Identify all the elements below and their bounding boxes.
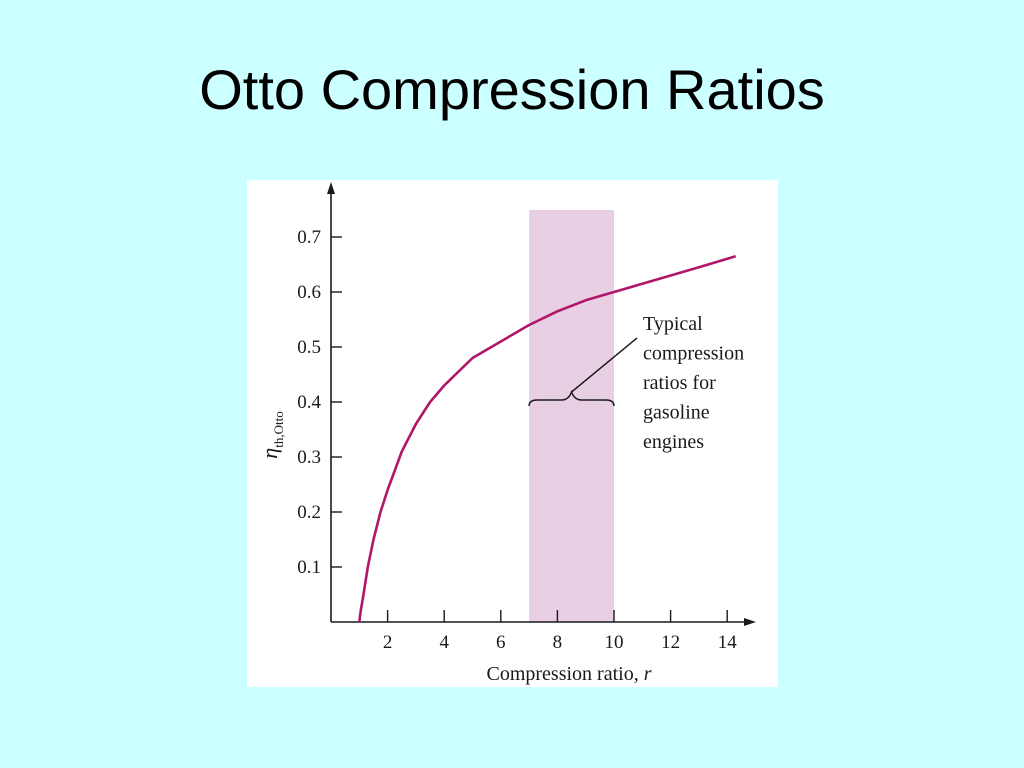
- y-axis-arrow: [327, 182, 335, 194]
- annotation-layer: Typical compression ratios for gasoline engi…: [528, 313, 744, 453]
- x-axis-arrow: [744, 618, 756, 626]
- annotation-line: compression: [643, 343, 744, 365]
- annotation-line: ratios for: [643, 372, 716, 394]
- y-tick-label: 0.3: [297, 447, 321, 468]
- y-tick-label: 0.6: [297, 282, 321, 303]
- series-layer: [358, 255, 737, 623]
- y-tick-label: 0.7: [297, 227, 321, 248]
- annotation-text: Typical compression ratios for gasoline engi…: [643, 313, 744, 453]
- chart-svg: 0.1 0.2 0.3 0.4 0.5 0.6 0.7 2 4 6 8 10 12 14 Typical c…: [257, 182, 756, 685]
- x-tick-label: 10: [605, 632, 624, 653]
- x-tick-label: 6: [496, 632, 506, 653]
- annotation-line: engines: [643, 431, 704, 453]
- shaded-region: [529, 210, 614, 622]
- y-axis-label: ηth,Otto: [257, 411, 286, 458]
- y-tick-label: 0.5: [297, 337, 321, 358]
- x-tick-label: 14: [718, 632, 738, 653]
- efficiency-curve: [358, 255, 737, 623]
- shaded-region-layer: [529, 210, 614, 622]
- annotation-line: gasoline: [643, 402, 710, 424]
- y-tick-label: 0.4: [297, 392, 321, 413]
- annotation-line: Typical: [643, 313, 703, 335]
- x-tick-label: 4: [439, 632, 449, 653]
- x-tick-label: 12: [661, 632, 680, 653]
- x-tick-label: 2: [383, 632, 393, 653]
- axes-layer: 0.1 0.2 0.3 0.4 0.5 0.6 0.7 2 4 6 8 10 12 14: [297, 182, 756, 653]
- chart-figure: 0.1 0.2 0.3 0.4 0.5 0.6 0.7 2 4 6 8 10 12 14 Typical c…: [247, 180, 778, 687]
- slide-title: Otto Compression Ratios: [199, 58, 825, 121]
- x-tick-label: 8: [553, 632, 563, 653]
- y-tick-label: 0.2: [297, 502, 321, 523]
- x-axis-label: Compression ratio, r: [486, 663, 651, 685]
- y-tick-label: 0.1: [297, 557, 321, 578]
- annotation-leader-line: [571, 337, 638, 393]
